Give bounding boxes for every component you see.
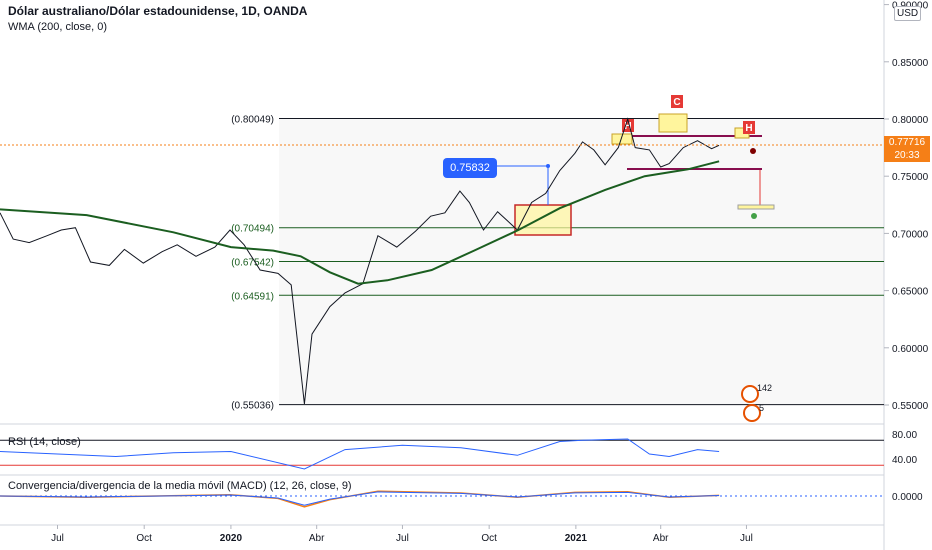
fib-level-label: (0.67542)	[231, 258, 274, 269]
price-tick-label: 0.75000	[892, 172, 929, 183]
time-tick-label: 2020	[220, 533, 243, 544]
time-tick-label: Jul	[396, 533, 409, 544]
target-zone	[737, 204, 775, 210]
last-price-tag: 0.77716 20:33	[884, 136, 930, 162]
badge-h-right	[743, 121, 755, 134]
rsi-pane: 80.00 40.00	[0, 430, 917, 470]
price-callout[interactable]: 0.75832	[443, 158, 497, 178]
fib-level-label: (0.70494)	[231, 224, 274, 235]
badge-c	[671, 95, 683, 108]
price-tick-label: 0.70000	[892, 229, 929, 240]
price-tick-label: 0.65000	[892, 287, 929, 298]
time-axis: Jul Oct 2020 Abr Jul Oct 2021 Abr Jul	[51, 525, 753, 544]
fib-level-label: (0.64591)	[231, 291, 274, 302]
macd-pane: 0.0000	[0, 490, 923, 508]
badge-c-text: C	[673, 97, 680, 108]
macd-label[interactable]: Convergencia/divergencia de la media móv…	[8, 480, 352, 492]
badge-h-left-text: H	[624, 121, 631, 132]
price-series	[0, 117, 720, 404]
consolidation-box[interactable]	[514, 204, 572, 236]
time-tick-label: Oct	[481, 533, 497, 544]
bar-countdown: 20:33	[894, 150, 920, 161]
last-price-value: 0.77716	[888, 137, 926, 148]
price-tick-label: 0.85000	[892, 58, 929, 69]
target-dot	[751, 213, 757, 219]
time-tick-label: Abr	[653, 533, 669, 544]
event-count-small: 5	[759, 403, 764, 413]
macd-signal-line	[0, 490, 720, 508]
currency-button[interactable]: USD	[894, 6, 922, 21]
shoulder-box	[611, 133, 633, 145]
rsi-tick-label: 40.00	[892, 455, 917, 466]
price-axis: 0.55000 0.60000 0.65000 0.70000 0.75000 0.800…	[884, 1, 929, 412]
indicator-label[interactable]: WMA (200, close, 0)	[8, 21, 108, 33]
head-box	[658, 113, 688, 133]
rsi-line	[0, 438, 720, 470]
time-tick-label: Jul	[51, 533, 64, 544]
event-count: 142	[757, 383, 772, 393]
macd-line	[0, 491, 720, 506]
wma-line	[0, 160, 720, 285]
time-tick-label: Oct	[136, 533, 152, 544]
time-tick-label: Jul	[740, 533, 753, 544]
pattern-drawings: H C H 142 5	[497, 95, 775, 422]
price-line	[0, 117, 720, 404]
time-tick-label: Abr	[309, 533, 325, 544]
flag-event-icon[interactable]	[743, 404, 761, 422]
fib-levels: (0.80049) (0.70494) (0.67542) (0.64591) (0.5…	[231, 114, 884, 412]
price-tick-label: 0.80000	[892, 115, 929, 126]
fib-level-label: (0.55036)	[231, 401, 274, 412]
last-price-dot	[750, 148, 756, 154]
price-tick-label: 0.55000	[892, 401, 929, 412]
price-tick-label: 0.60000	[892, 344, 929, 355]
badge-h-right-text: H	[745, 123, 752, 134]
chart-title[interactable]: Dólar australiano/Dólar estadounidense, …	[8, 4, 308, 18]
fib-level-label: (0.80049)	[231, 114, 274, 125]
flag-event-icon[interactable]	[741, 385, 759, 403]
macd-tick-label: 0.0000	[892, 492, 923, 503]
rsi-label[interactable]: RSI (14, close)	[8, 436, 81, 448]
rsi-tick-label: 80.00	[892, 430, 917, 441]
callout-anchor	[546, 164, 550, 168]
time-tick-label: 2021	[565, 533, 588, 544]
